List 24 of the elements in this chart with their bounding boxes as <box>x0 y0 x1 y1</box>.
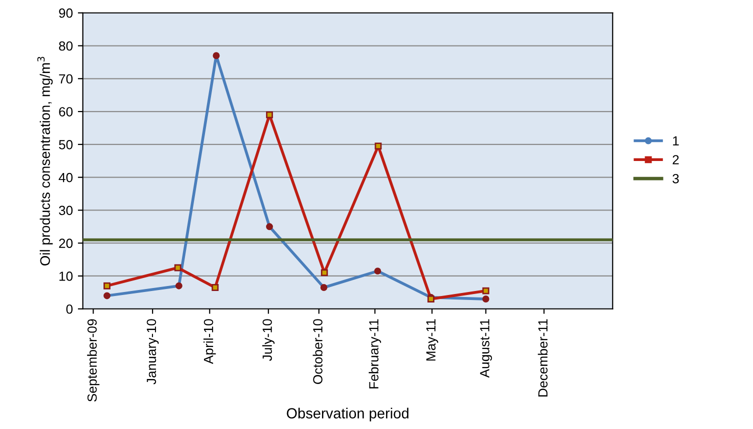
y-tick-label: 90 <box>59 8 73 18</box>
x-tick-label: August-11 <box>480 319 492 378</box>
legend-label: 1 <box>673 136 679 146</box>
y-tick-label: 0 <box>66 304 73 314</box>
y-axis-title: Oil products consentration, mg/m$^{3}$ <box>37 56 53 266</box>
y-tick-label: 40 <box>58 172 73 182</box>
x-tick-label: September-09 <box>87 319 100 402</box>
y-tick-label: 10 <box>59 272 73 281</box>
y-tick-label: 30 <box>58 206 73 216</box>
x-tick-label: January-10 <box>146 319 159 384</box>
x-tick-label: December-11 <box>538 319 548 396</box>
y-tick-label: 70 <box>59 74 73 84</box>
x-tick-label: October-10 <box>312 319 322 384</box>
y-tick-label: 80 <box>59 41 73 51</box>
y-tick-label: 60 <box>59 107 73 116</box>
legend-label: 2 <box>672 155 679 164</box>
y-tick-label: 50 <box>58 140 73 150</box>
x-tick-label: April-10 <box>204 319 216 364</box>
x-tick-label: May-11 <box>426 319 438 361</box>
legend-label: 3 <box>672 174 679 184</box>
x-tick-label: July-10 <box>262 319 275 361</box>
y-tick-label: 20 <box>59 238 73 248</box>
x-tick-label: February-11 <box>368 319 382 388</box>
x-axis-title: Observation period <box>286 408 408 422</box>
